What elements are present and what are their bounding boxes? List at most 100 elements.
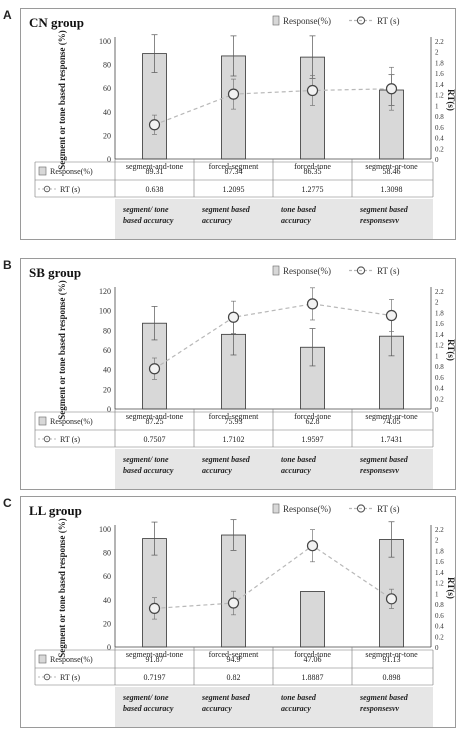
y2-tick-label: 2.2 bbox=[435, 526, 444, 534]
y2-tick-label: 0.8 bbox=[435, 363, 444, 371]
annotation-label: segment based responsesvv bbox=[359, 205, 409, 225]
legend-swatch-response bbox=[272, 503, 280, 514]
x-tick-label: segment-and-tone bbox=[126, 650, 184, 659]
annotation-line: tone based bbox=[281, 455, 317, 464]
annotation-line: based accuracy bbox=[123, 704, 174, 713]
table-swatch-response bbox=[38, 416, 47, 426]
y2-tick-label: 1.4 bbox=[435, 331, 444, 339]
annotation-line: responsesvv bbox=[360, 704, 400, 713]
annotation-line: tone based bbox=[281, 205, 317, 214]
x-tick-label: forced-segment bbox=[209, 412, 260, 421]
y2-tick-label: 2 bbox=[435, 49, 439, 57]
y2-tick-label: 0.8 bbox=[435, 601, 444, 609]
table-value-rt: 1.3098 bbox=[381, 185, 403, 194]
x-tick-label: segment-or-tone bbox=[365, 412, 418, 421]
y2-tick-label: 0.6 bbox=[435, 124, 444, 132]
y2-tick-label: 2 bbox=[435, 537, 439, 545]
chart-panel-a: CN group Response(%) RT (s) 0 20 40 60 80 100 0 0.… bbox=[20, 8, 456, 240]
y2-tick-label: 1.6 bbox=[435, 558, 444, 566]
y-axis-label: Segment or tone based response (%) bbox=[57, 280, 67, 419]
table-value-rt: 0.7507 bbox=[144, 435, 166, 444]
bar-response bbox=[300, 591, 325, 648]
legend-label-rt: RT (s) bbox=[377, 504, 400, 514]
table-row-label-rt: RT (s) bbox=[60, 185, 80, 194]
rt-point bbox=[148, 119, 161, 131]
annotation-line: segment based bbox=[201, 205, 251, 214]
y2-tick-label: 0 bbox=[435, 156, 439, 164]
legend: Response(%) RT (s) bbox=[272, 265, 400, 276]
annotation-label: segment/ tone based accuracy bbox=[122, 205, 174, 225]
table-marker-rt bbox=[43, 673, 51, 681]
x-tick-label: forced-tone bbox=[294, 412, 331, 421]
annotation-label: segment based responsesvv bbox=[359, 455, 409, 475]
y2-tick-label: 1.8 bbox=[435, 547, 444, 555]
y-tick-label: 40 bbox=[103, 596, 111, 605]
annotation-line: segment based bbox=[359, 455, 409, 464]
x-tick-label: forced-segment bbox=[209, 162, 260, 171]
table-value-response: 91.87 bbox=[146, 655, 164, 664]
x-tick-label: segment-and-tone bbox=[126, 412, 184, 421]
y2-axis-label: RT(s) bbox=[446, 89, 455, 111]
annotation-label: segment based responsesvv bbox=[359, 693, 409, 713]
rt-point bbox=[306, 540, 319, 552]
annotation-line: accuracy bbox=[202, 216, 232, 225]
y2-tick-label: 0.4 bbox=[435, 385, 444, 393]
legend-marker-rt bbox=[356, 16, 366, 25]
table-row-label-response: Response(%) bbox=[50, 167, 93, 176]
rt-line bbox=[154, 544, 392, 609]
rt-point bbox=[227, 311, 240, 323]
y-tick-label: 80 bbox=[103, 326, 111, 335]
table-row-label-response: Response(%) bbox=[50, 417, 93, 426]
y-tick-label: 20 bbox=[103, 619, 111, 628]
chart-panel-b: SB group Response(%) RT (s) 0 20 40 60 80 100 120… bbox=[20, 258, 456, 490]
legend-marker-rt bbox=[356, 266, 366, 275]
annotation-label: tone based accuracy bbox=[281, 455, 317, 475]
y-tick-label: 0 bbox=[107, 405, 111, 414]
rt-point bbox=[385, 83, 398, 95]
annotation-line: based accuracy bbox=[123, 466, 174, 475]
y-tick-label: 60 bbox=[103, 84, 111, 93]
table-value-response: 94.9 bbox=[227, 655, 241, 664]
annotation-line: segment based bbox=[201, 693, 251, 702]
table-value-rt: 0.82 bbox=[227, 673, 241, 682]
y2-tick-label: 0.4 bbox=[435, 135, 444, 143]
rt-line bbox=[154, 303, 392, 370]
table-value-response: 74.05 bbox=[383, 417, 401, 426]
table-value-rt: 1.2775 bbox=[302, 185, 324, 194]
y-axis-label: Segment or tone based response (%) bbox=[57, 30, 67, 169]
y2-tick-label: 0.2 bbox=[435, 145, 444, 153]
y2-tick-label: 0.2 bbox=[435, 633, 444, 641]
chart-svg-b: SB group Response(%) RT (s)020406080100120… bbox=[29, 265, 456, 489]
table-value-rt: 1.7102 bbox=[223, 435, 245, 444]
annotation-label: segment based accuracy bbox=[201, 455, 251, 475]
annotation-label: segment/ tone based accuracy bbox=[122, 455, 174, 475]
rt-point bbox=[385, 593, 398, 605]
rt-point bbox=[148, 363, 161, 375]
y2-tick-label: 0.6 bbox=[435, 374, 444, 382]
x-tick-label: forced-segment bbox=[209, 650, 260, 659]
y2-tick-label: 0.8 bbox=[435, 113, 444, 121]
y-tick-label: 100 bbox=[99, 525, 111, 534]
table-value-rt: 1.9597 bbox=[302, 435, 324, 444]
chart-title: SB group bbox=[29, 265, 81, 280]
table-value-rt: 0.638 bbox=[146, 185, 164, 194]
rt-point bbox=[227, 597, 240, 609]
legend-label-response: Response(%) bbox=[283, 266, 331, 276]
legend-swatch-response bbox=[272, 15, 280, 26]
y2-tick-label: 1.4 bbox=[435, 81, 444, 89]
table-swatch-response bbox=[38, 654, 47, 664]
y-tick-label: 80 bbox=[103, 549, 111, 558]
annotation-band bbox=[115, 449, 433, 489]
y-tick-label: 20 bbox=[103, 385, 111, 394]
chart-title: CN group bbox=[29, 15, 84, 30]
y2-tick-label: 1.4 bbox=[435, 569, 444, 577]
y-tick-label: 0 bbox=[107, 643, 111, 652]
annotation-line: segment/ tone bbox=[122, 455, 169, 464]
y-tick-label: 0 bbox=[107, 155, 111, 164]
y2-tick-label: 1.2 bbox=[435, 92, 444, 100]
rt-point bbox=[385, 309, 398, 322]
legend: Response(%) RT (s) bbox=[272, 503, 400, 514]
y2-tick-label: 1.6 bbox=[435, 70, 444, 78]
y2-axis-label: RT(s) bbox=[446, 577, 455, 599]
annotation-line: accuracy bbox=[281, 216, 311, 225]
